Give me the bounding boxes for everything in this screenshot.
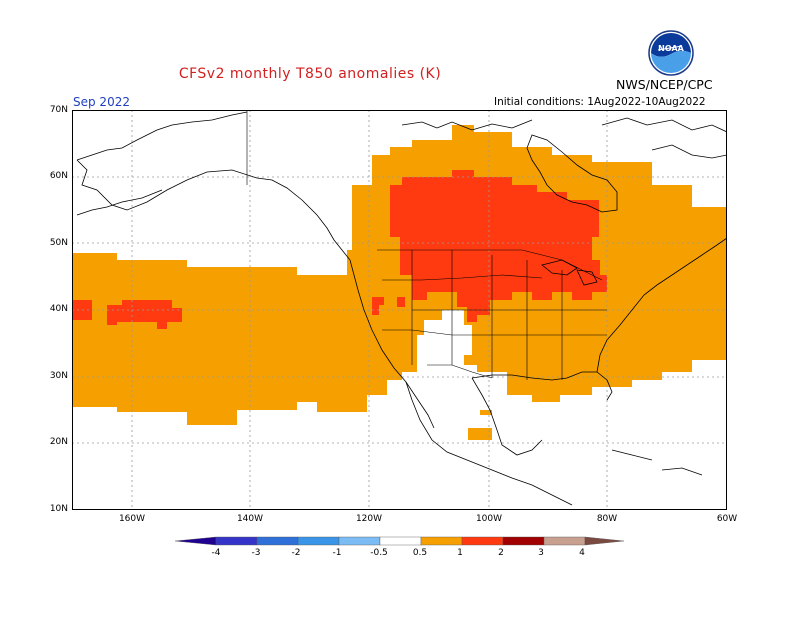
anomaly-region-1-2 <box>390 170 607 322</box>
map-title: CFSv2 monthly T850 anomalies (K) <box>178 66 442 82</box>
lat-label-30n: 30N <box>49 371 68 381</box>
lon-label-140w: 140W <box>236 514 264 524</box>
noaa-logo: NOAA <box>648 30 694 76</box>
colorbar-label: -4 <box>211 548 221 558</box>
colorbar-segment <box>297 536 340 546</box>
colorbar-label: 0.5 <box>412 548 428 558</box>
coastlines <box>76 111 727 506</box>
latitude-grid <box>72 176 727 444</box>
colorbar-label: 1 <box>457 548 463 558</box>
lat-label-70n: 70N <box>49 105 68 115</box>
colorbar-segment <box>420 536 463 546</box>
colorbar-label: -0.5 <box>370 548 388 558</box>
anomaly-gap-southwest <box>417 310 477 372</box>
colorbar-segment <box>215 536 258 546</box>
lon-label-100w: 100W <box>475 514 503 524</box>
forecast-month: Sep 2022 <box>73 95 130 109</box>
colorbar-segment <box>584 536 625 546</box>
agency-label: NWS/NCEP/CPC <box>616 77 713 92</box>
political-borders <box>246 110 607 380</box>
colorbar-label: 3 <box>538 548 544 558</box>
lat-label-40n: 40N <box>49 304 68 314</box>
anomaly-region-west-spot <box>372 297 405 315</box>
colorbar-label: -3 <box>251 548 261 558</box>
colorbar-segment <box>379 536 422 546</box>
colorbar-label: -2 <box>291 548 301 558</box>
colorbar-label: -1 <box>332 548 342 558</box>
map-panel <box>72 110 727 510</box>
colorbar-segment <box>175 536 217 546</box>
map-frame <box>72 110 727 510</box>
lat-label-60n: 60N <box>49 171 68 181</box>
initial-conditions: Initial conditions: 1Aug2022-10Aug2022 <box>494 96 706 108</box>
colorbar-label: 4 <box>579 548 585 558</box>
colorbar-segment <box>338 536 381 546</box>
colorbar-label: 2 <box>498 548 504 558</box>
lon-label-80w: 80W <box>596 514 618 524</box>
colorbar <box>175 536 625 546</box>
noaa-logo-text: NOAA <box>658 44 684 53</box>
anomaly-region-gulf <box>468 410 492 440</box>
lon-label-160w: 160W <box>118 514 146 524</box>
lon-label-120w: 120W <box>355 514 383 524</box>
colorbar-segment <box>256 536 299 546</box>
lat-label-50n: 50N <box>49 238 68 248</box>
lat-label-20n: 20N <box>49 437 68 447</box>
lon-label-60w: 60W <box>716 514 738 524</box>
lat-label-10n: 10N <box>49 504 68 514</box>
anomaly-region-north-pacific-2 <box>107 300 182 329</box>
colorbar-segment <box>502 536 545 546</box>
colorbar-segment <box>461 536 504 546</box>
colorbar-segment <box>543 536 586 546</box>
